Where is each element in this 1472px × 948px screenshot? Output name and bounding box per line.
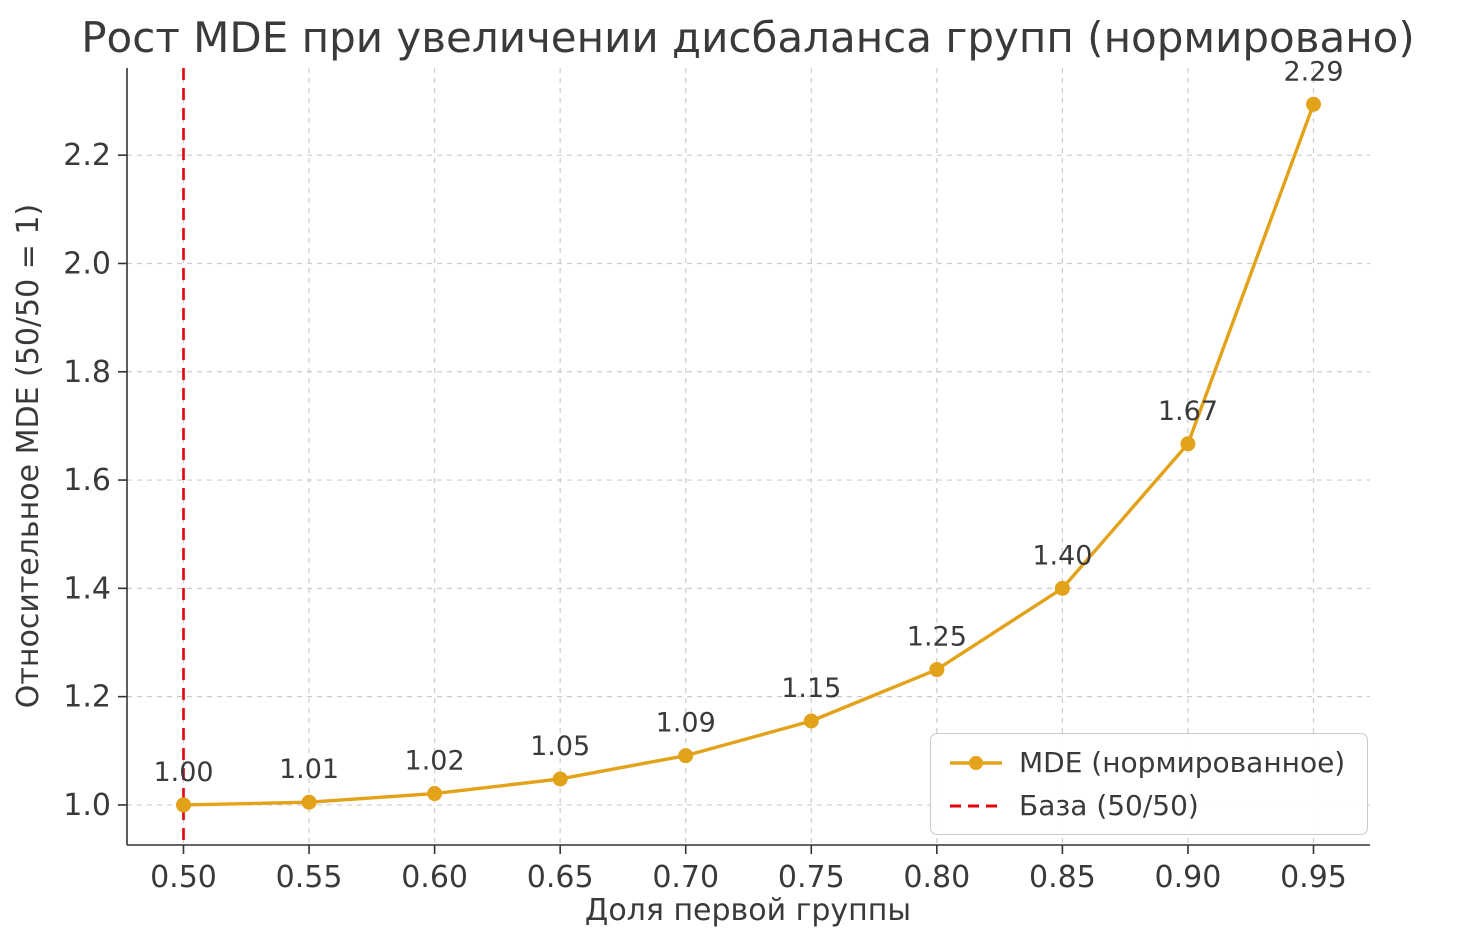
x-tick-label: 0.70 [652, 860, 719, 895]
legend-item-baseline: База (50/50) [947, 789, 1345, 822]
x-tick-label: 0.80 [903, 860, 970, 895]
y-tick-label: 2.0 [63, 246, 111, 281]
x-tick-label: 0.90 [1155, 860, 1222, 895]
legend: MDE (нормированное) База (50/50) [930, 733, 1369, 835]
data-point-marker [176, 797, 191, 813]
point-value-label: 1.01 [279, 754, 339, 785]
x-tick-label: 0.75 [778, 860, 845, 895]
data-point-marker [1306, 96, 1321, 112]
point-value-label: 1.00 [153, 757, 213, 788]
legend-label-mde: MDE (нормированное) [1019, 746, 1346, 779]
y-tick-label: 1.8 [63, 355, 111, 390]
y-tick-label: 2.2 [63, 138, 111, 173]
y-tick-label: 1.2 [63, 680, 111, 715]
x-tick-label: 0.50 [150, 860, 217, 895]
point-value-label: 1.25 [907, 622, 967, 653]
baseline-dashed-icon [950, 804, 1002, 807]
y-tick-label: 1.6 [63, 463, 111, 498]
point-value-label: 2.29 [1283, 56, 1343, 87]
data-point-marker [1180, 436, 1196, 452]
x-tick-label: 0.95 [1280, 860, 1347, 895]
x-tick-label: 0.65 [527, 860, 594, 895]
y-tick-label: 1.0 [63, 788, 111, 823]
y-tick-label: 1.4 [63, 571, 111, 606]
data-point-marker [1054, 580, 1070, 596]
legend-label-baseline: База (50/50) [1019, 789, 1199, 822]
data-point-marker [427, 786, 443, 802]
x-tick-label: 0.85 [1029, 860, 1096, 895]
y-axis-label: Относительное MDE (50/50 = 1) [11, 204, 46, 708]
x-tick-label: 0.60 [401, 860, 468, 895]
data-point-marker [552, 771, 568, 787]
data-point-marker [678, 748, 694, 764]
mde-line [181, 102, 1316, 807]
x-tick-label: 0.55 [276, 860, 343, 895]
chart-title: Рост MDE при увеличении дисбаланса групп… [81, 13, 1415, 62]
point-value-label: 1.67 [1158, 396, 1218, 427]
point-value-label: 1.15 [781, 673, 841, 704]
legend-item-mde: MDE (нормированное) [947, 746, 1345, 779]
point-value-label: 1.40 [1032, 540, 1092, 571]
point-value-label: 1.05 [530, 731, 590, 762]
data-point-marker [803, 713, 819, 729]
point-value-label: 1.09 [656, 708, 716, 739]
data-point-marker [301, 794, 317, 810]
data-point-marker [929, 662, 945, 678]
mde-line-icon [950, 755, 1002, 770]
x-axis-label: Доля первой группы [585, 893, 911, 928]
point-value-label: 1.02 [405, 746, 465, 777]
